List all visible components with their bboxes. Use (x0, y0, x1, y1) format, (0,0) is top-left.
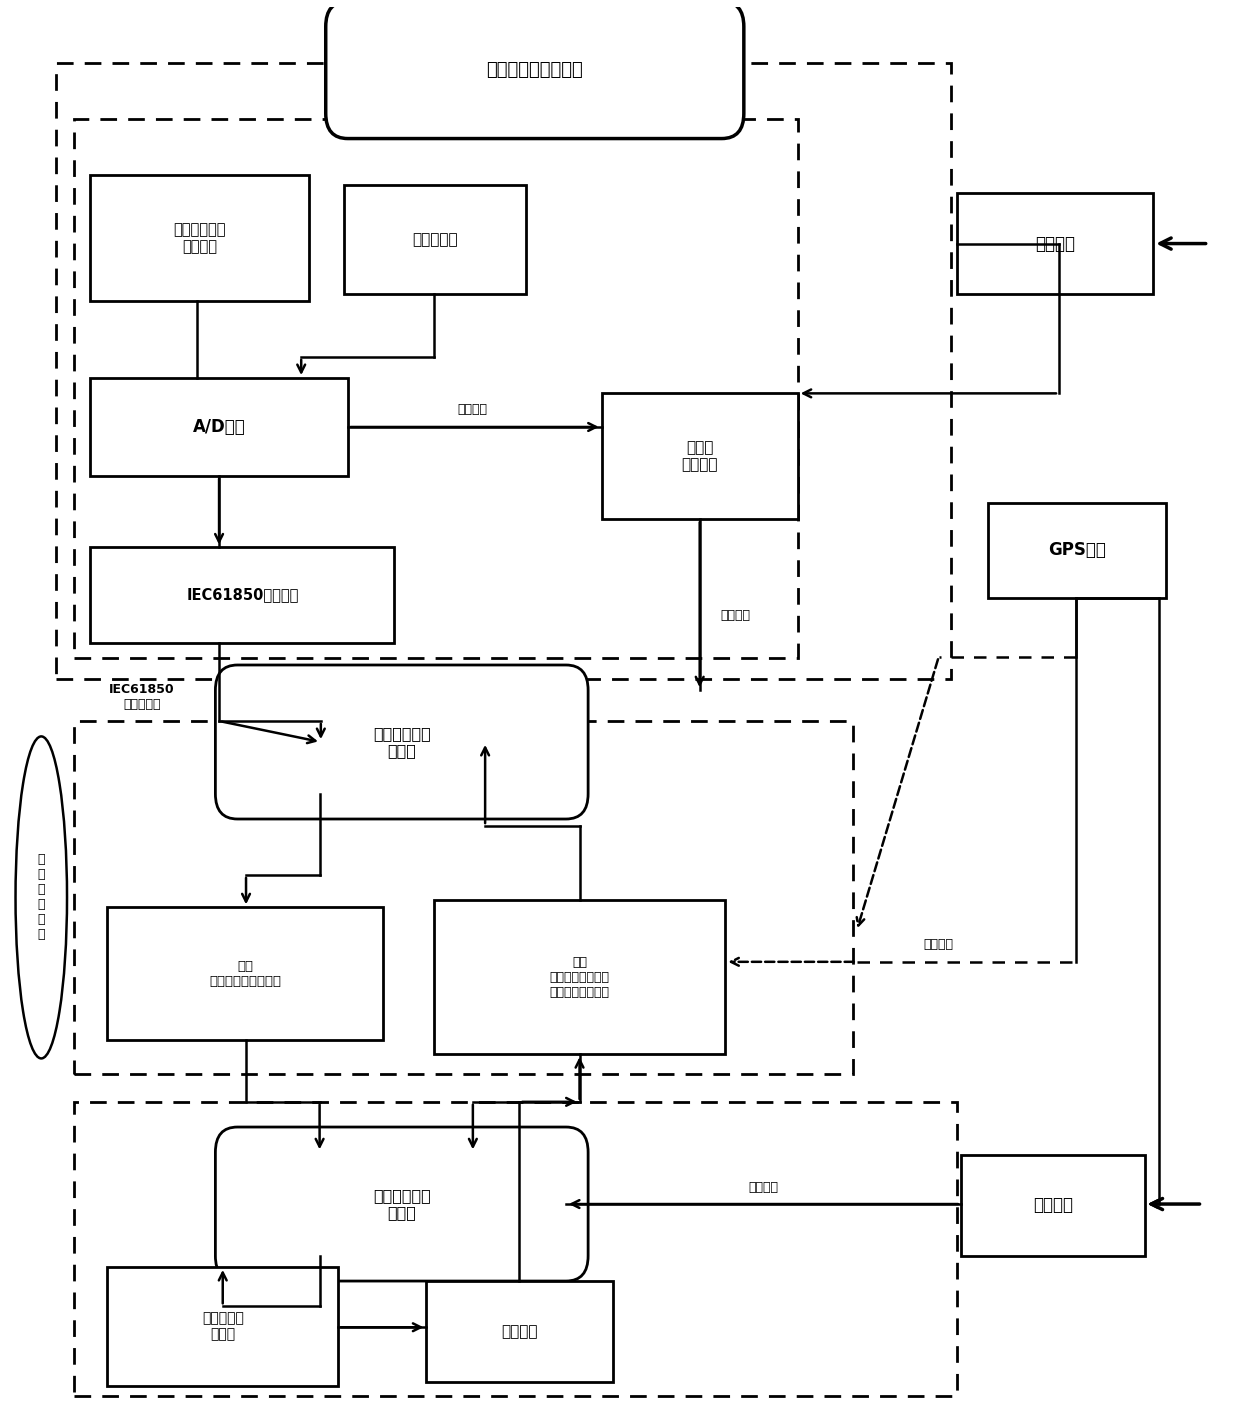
Text: 标准电量: 标准电量 (458, 403, 487, 416)
FancyBboxPatch shape (216, 665, 588, 819)
Text: 下级计量机构
计算机: 下级计量机构 计算机 (373, 1188, 430, 1220)
Bar (108, 1267, 339, 1386)
Text: 模拟功率源: 模拟功率源 (412, 232, 458, 247)
Text: 量子化电能标准装置: 量子化电能标准装置 (486, 61, 583, 79)
Bar (108, 908, 383, 1041)
Bar (427, 1281, 613, 1381)
Text: 实景拍照: 实景拍照 (749, 1181, 779, 1195)
Text: 校验电量: 校验电量 (720, 609, 750, 622)
FancyBboxPatch shape (216, 1127, 588, 1281)
Bar (74, 721, 853, 1073)
Text: 电量及
误差计算: 电量及 误差计算 (682, 440, 718, 472)
Bar (91, 547, 394, 642)
Text: 下行
采样数据缓存及传输: 下行 采样数据缓存及传输 (210, 960, 281, 988)
Bar (91, 175, 309, 301)
Bar (601, 393, 797, 519)
Text: 控制单元: 控制单元 (1035, 235, 1075, 253)
Text: GPS时钟: GPS时钟 (1048, 542, 1106, 559)
Ellipse shape (16, 737, 67, 1059)
Bar (988, 502, 1166, 598)
Bar (56, 64, 951, 679)
Bar (345, 185, 526, 294)
Text: 监控单元: 监控单元 (1033, 1196, 1073, 1215)
Bar (957, 194, 1153, 294)
Text: IEC61850
电压电流量: IEC61850 电压电流量 (109, 683, 175, 711)
Text: 电能脉冲: 电能脉冲 (501, 1324, 538, 1339)
Text: 交流量子电压
发生装置: 交流量子电压 发生装置 (174, 222, 226, 255)
Text: 上级计量机构
计算机: 上级计量机构 计算机 (373, 725, 430, 758)
Bar (91, 378, 347, 477)
Text: A/D采样: A/D采样 (192, 419, 246, 436)
Bar (74, 1102, 957, 1396)
Bar (961, 1155, 1145, 1256)
Text: 被检数字化
电能表: 被检数字化 电能表 (202, 1311, 244, 1342)
Bar (434, 901, 725, 1055)
Bar (74, 119, 797, 658)
Text: 上行
脉冲信息、监控图
像接收缓存及传输: 上行 脉冲信息、监控图 像接收缓存及传输 (549, 956, 610, 998)
Text: IEC61850协议打包: IEC61850协议打包 (186, 587, 299, 602)
Text: 时间标记: 时间标记 (924, 937, 954, 950)
FancyBboxPatch shape (326, 1, 744, 139)
Text: 网
络
中
继
单
元: 网 络 中 继 单 元 (37, 854, 45, 942)
